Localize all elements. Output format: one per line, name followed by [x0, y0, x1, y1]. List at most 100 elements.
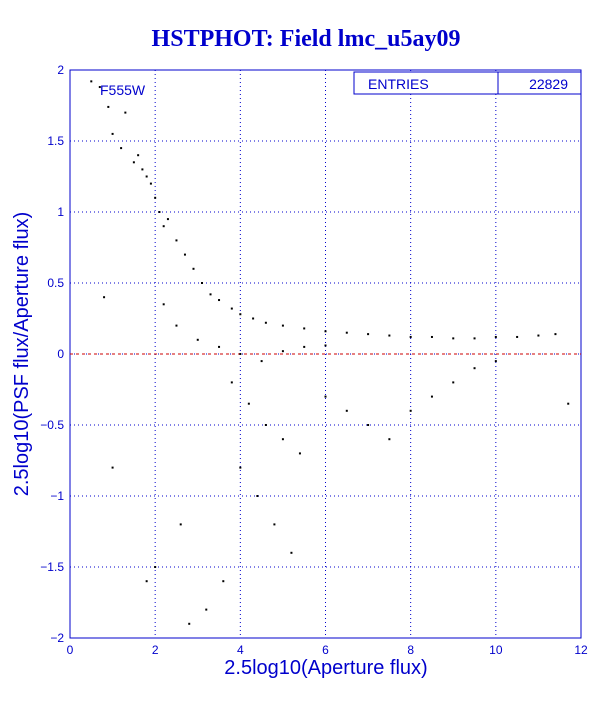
data-point	[166, 218, 169, 221]
data-point	[409, 335, 412, 338]
data-point	[247, 402, 250, 405]
y-tick-label: 0.5	[47, 276, 64, 290]
data-point	[516, 335, 519, 338]
data-point	[303, 345, 306, 348]
x-tick-label: 6	[322, 643, 329, 657]
data-point	[567, 402, 570, 405]
data-point	[264, 424, 267, 426]
data-point	[141, 168, 144, 171]
data-point	[205, 608, 208, 611]
y-tick-label: −1	[50, 489, 64, 503]
y-tick-label: −1.5	[40, 560, 64, 574]
data-point	[137, 154, 140, 157]
data-point	[430, 395, 433, 398]
data-point	[264, 321, 267, 324]
x-tick-label: 12	[574, 643, 588, 657]
data-point	[175, 239, 178, 242]
data-point	[324, 395, 327, 398]
data-point	[298, 452, 301, 455]
x-tick-label: 10	[489, 643, 503, 657]
entries-label: ENTRIES	[368, 76, 429, 92]
tick-labels: 0 2 4 6 8 10 12 −2 −1.5 −1 −0.5 0 0.5 1 1.5 2	[40, 63, 588, 657]
data-point	[149, 182, 152, 185]
data-point	[324, 344, 327, 347]
data-point	[281, 324, 284, 327]
data-point	[209, 293, 212, 296]
stats-box-frame	[353, 71, 582, 95]
data-point	[281, 438, 284, 441]
y-tick-label: 1.5	[47, 134, 64, 148]
data-point	[145, 175, 148, 178]
data-point	[175, 324, 178, 327]
data-point	[111, 466, 114, 469]
data-point	[388, 334, 391, 337]
data-point	[281, 350, 284, 353]
data-point	[430, 335, 433, 338]
data-point	[324, 330, 327, 333]
data-point	[188, 622, 191, 625]
data-point	[230, 381, 233, 384]
data-point	[367, 424, 370, 426]
data-point	[290, 551, 293, 554]
data-point	[162, 225, 165, 228]
data-point	[124, 111, 127, 114]
x-axis-label: 2.5log10(Aperture flux)	[224, 657, 427, 679]
data-point	[158, 211, 161, 213]
data-point	[98, 86, 101, 89]
data-point	[179, 523, 182, 526]
data-point	[345, 409, 348, 412]
y-tick-label: −0.5	[40, 418, 64, 432]
data-point	[239, 313, 242, 316]
data-point	[452, 381, 455, 384]
data-point	[473, 337, 476, 340]
data-point	[218, 299, 221, 302]
y-tick-label: −2	[50, 631, 64, 645]
data-point	[90, 80, 93, 83]
data-point	[256, 495, 259, 497]
data-point	[473, 367, 476, 370]
data-point	[154, 196, 157, 199]
data-point	[107, 105, 110, 108]
data-point	[230, 307, 233, 310]
data-point	[111, 132, 114, 135]
y-axis-label: 2.5log10(PSF flux/Aperture flux)	[11, 212, 33, 497]
data-point	[145, 580, 148, 583]
x-tick-label: 0	[67, 643, 74, 657]
data-point	[239, 466, 242, 469]
data-point	[388, 438, 391, 441]
y-tick-label: 1	[57, 205, 64, 219]
entries-stats-box: ENTRIES 22829	[353, 71, 582, 95]
data-point	[367, 333, 370, 336]
chart-title: HSTPHOT: Field lmc_u5ay09	[152, 26, 461, 52]
data-point	[452, 337, 455, 340]
y-tick-label: 2	[57, 63, 64, 77]
data-point	[554, 333, 557, 336]
entries-value: 22829	[529, 76, 568, 92]
data-point	[409, 409, 412, 412]
data-point	[537, 334, 540, 337]
y-tick-label: 0	[57, 347, 64, 361]
data-point	[260, 360, 263, 363]
data-point	[345, 331, 348, 334]
x-tick-label: 2	[152, 643, 159, 657]
data-point	[494, 360, 497, 363]
data-point	[103, 296, 106, 299]
data-point	[303, 327, 306, 330]
data-point	[218, 345, 221, 348]
data-point	[273, 523, 276, 526]
data-point	[120, 147, 123, 150]
data-points	[90, 80, 570, 625]
x-tick-label: 4	[237, 643, 244, 657]
data-point	[162, 303, 165, 306]
data-point	[132, 161, 135, 164]
x-tick-label: 8	[407, 643, 414, 657]
data-point	[196, 338, 199, 341]
data-point	[494, 335, 497, 338]
data-point	[239, 353, 242, 355]
data-point	[154, 566, 157, 568]
data-point	[192, 267, 195, 270]
filter-label: F555W	[100, 82, 146, 98]
data-point	[183, 253, 186, 256]
data-point	[252, 317, 255, 320]
